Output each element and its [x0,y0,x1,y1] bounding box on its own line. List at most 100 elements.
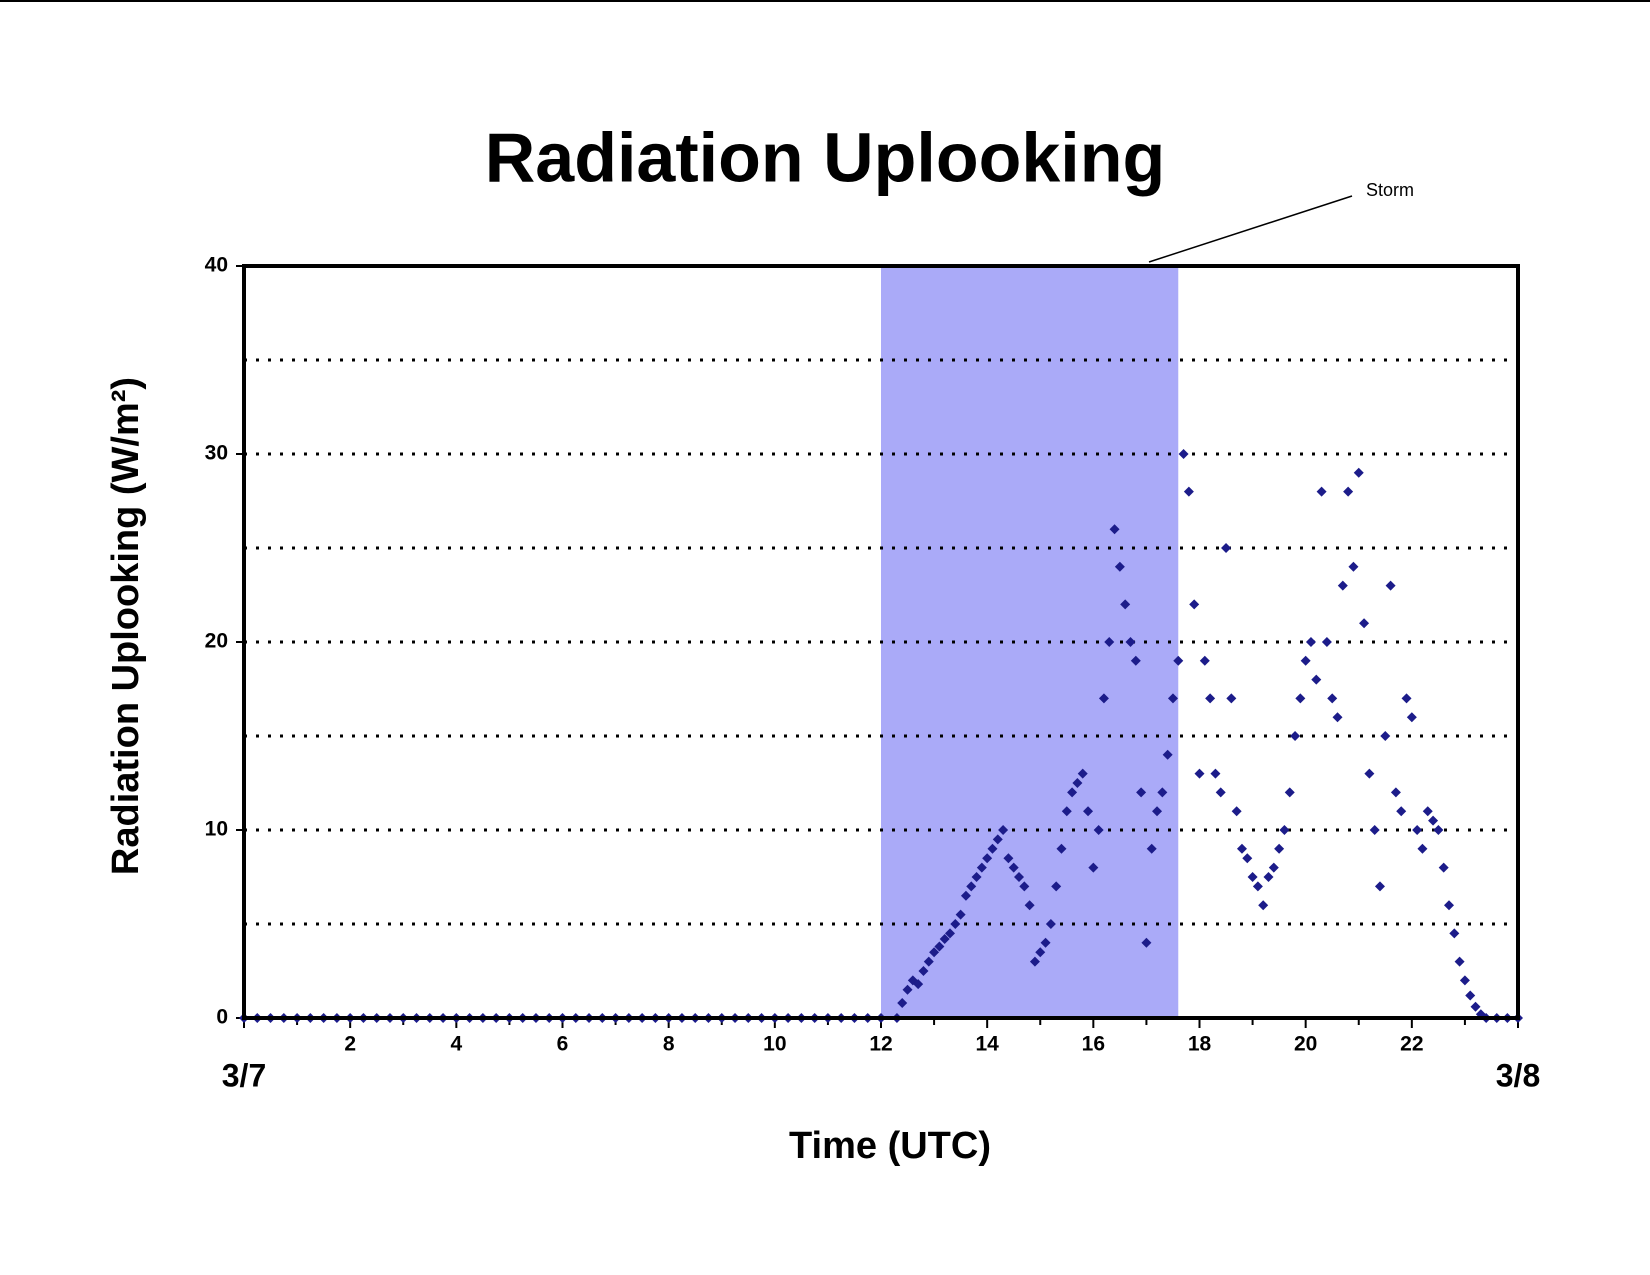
data-point [1369,825,1380,835]
data-point [1136,787,1147,798]
chart-title: Radiation Uplooking [485,118,1166,196]
data-point [1221,543,1232,553]
y-axis-title: Radiation Uplooking (W/m²) [105,377,147,875]
data-point [1316,486,1327,497]
x-tick-label: 16 [1082,1033,1105,1056]
data-point [1072,778,1083,788]
data-point [1173,655,1184,666]
data-point [1061,806,1072,817]
data-point [1024,900,1035,911]
data-point [1104,637,1115,647]
data-point [1098,693,1109,704]
x-tick-label: 6 [557,1033,569,1056]
data-point [1470,1001,1481,1012]
data-point [1374,881,1385,892]
data-point [1162,749,1173,760]
data-point [1146,843,1157,854]
data-point [945,928,956,939]
data-point [1008,862,1019,873]
data-point [1290,731,1301,741]
plot-frame [242,264,1520,1020]
data-point [1210,768,1221,779]
data-point [1242,853,1253,864]
data-point [934,941,945,952]
data-point [976,862,987,873]
x-tick-label: 10 [763,1033,786,1056]
data-point [1295,693,1306,704]
data-point [1348,561,1359,572]
data-point [1088,862,1099,873]
data-point [1035,947,1046,958]
data-point [1396,806,1407,817]
data-point [1051,881,1062,892]
x-tick-label: 12 [869,1033,892,1056]
data-point [913,979,924,990]
data-point [902,984,913,995]
data-point [1199,655,1210,666]
data-point [1279,825,1290,835]
data-point [971,872,982,882]
data-point [1167,693,1178,704]
data-point [923,956,934,967]
span-label: Storm [1366,180,1414,200]
data-point [1412,825,1423,835]
data-point [1433,825,1444,835]
data-point [1311,674,1322,685]
data-point [939,934,950,945]
data-point [1003,853,1014,864]
x-tick-label: 22 [1400,1033,1423,1056]
data-point [1327,693,1338,704]
data-point [1332,712,1343,723]
data-point [1236,843,1247,854]
data-point [929,947,940,958]
data-point [1343,486,1354,497]
data-point [1268,862,1279,873]
data-point [1083,806,1094,817]
x-tick-label: 18 [1188,1033,1212,1056]
x-axis-title: Time (UTC) [789,1125,991,1167]
data-point [1454,956,1465,967]
data-point [1247,872,1258,882]
data-point [1428,815,1439,826]
data-point [1364,768,1375,779]
data-point [1337,580,1348,591]
data-point [1029,956,1040,967]
data-point [1385,580,1396,591]
y-tick-label: 40 [205,254,228,277]
data-point [1109,524,1120,535]
data-point [1231,806,1242,817]
data-point [1465,990,1476,1001]
data-point [1252,881,1263,892]
data-point [1417,843,1428,854]
data-point [1422,806,1433,817]
data-point [1359,618,1370,629]
data-point [1120,599,1131,610]
data-point [1205,693,1216,704]
data-point [1380,731,1391,741]
y-tick-label: 20 [205,630,228,653]
data-point [966,881,977,892]
annotation-leader [1148,195,1353,263]
data-point [1305,637,1316,647]
x-tick-label: 2 [344,1033,356,1056]
x-date-label: 3/7 [222,1057,266,1093]
data-point [1459,975,1470,986]
data-point [1067,787,1078,798]
data-point [1194,768,1205,779]
data-point [1226,693,1237,704]
data-point [897,997,908,1008]
data-point [918,966,929,976]
data-point [1114,561,1125,572]
data-point [1019,881,1030,892]
data-point [1215,787,1226,798]
x-tick-label: 4 [450,1033,462,1056]
data-point [950,919,961,929]
data-point [1284,787,1295,798]
x-date-label: 3/8 [1496,1057,1540,1093]
data-point [955,909,966,920]
data-point [1274,843,1285,854]
data-point [1045,919,1056,929]
data-point [1258,900,1269,911]
data-point [1178,449,1189,459]
data-point [1401,693,1412,704]
